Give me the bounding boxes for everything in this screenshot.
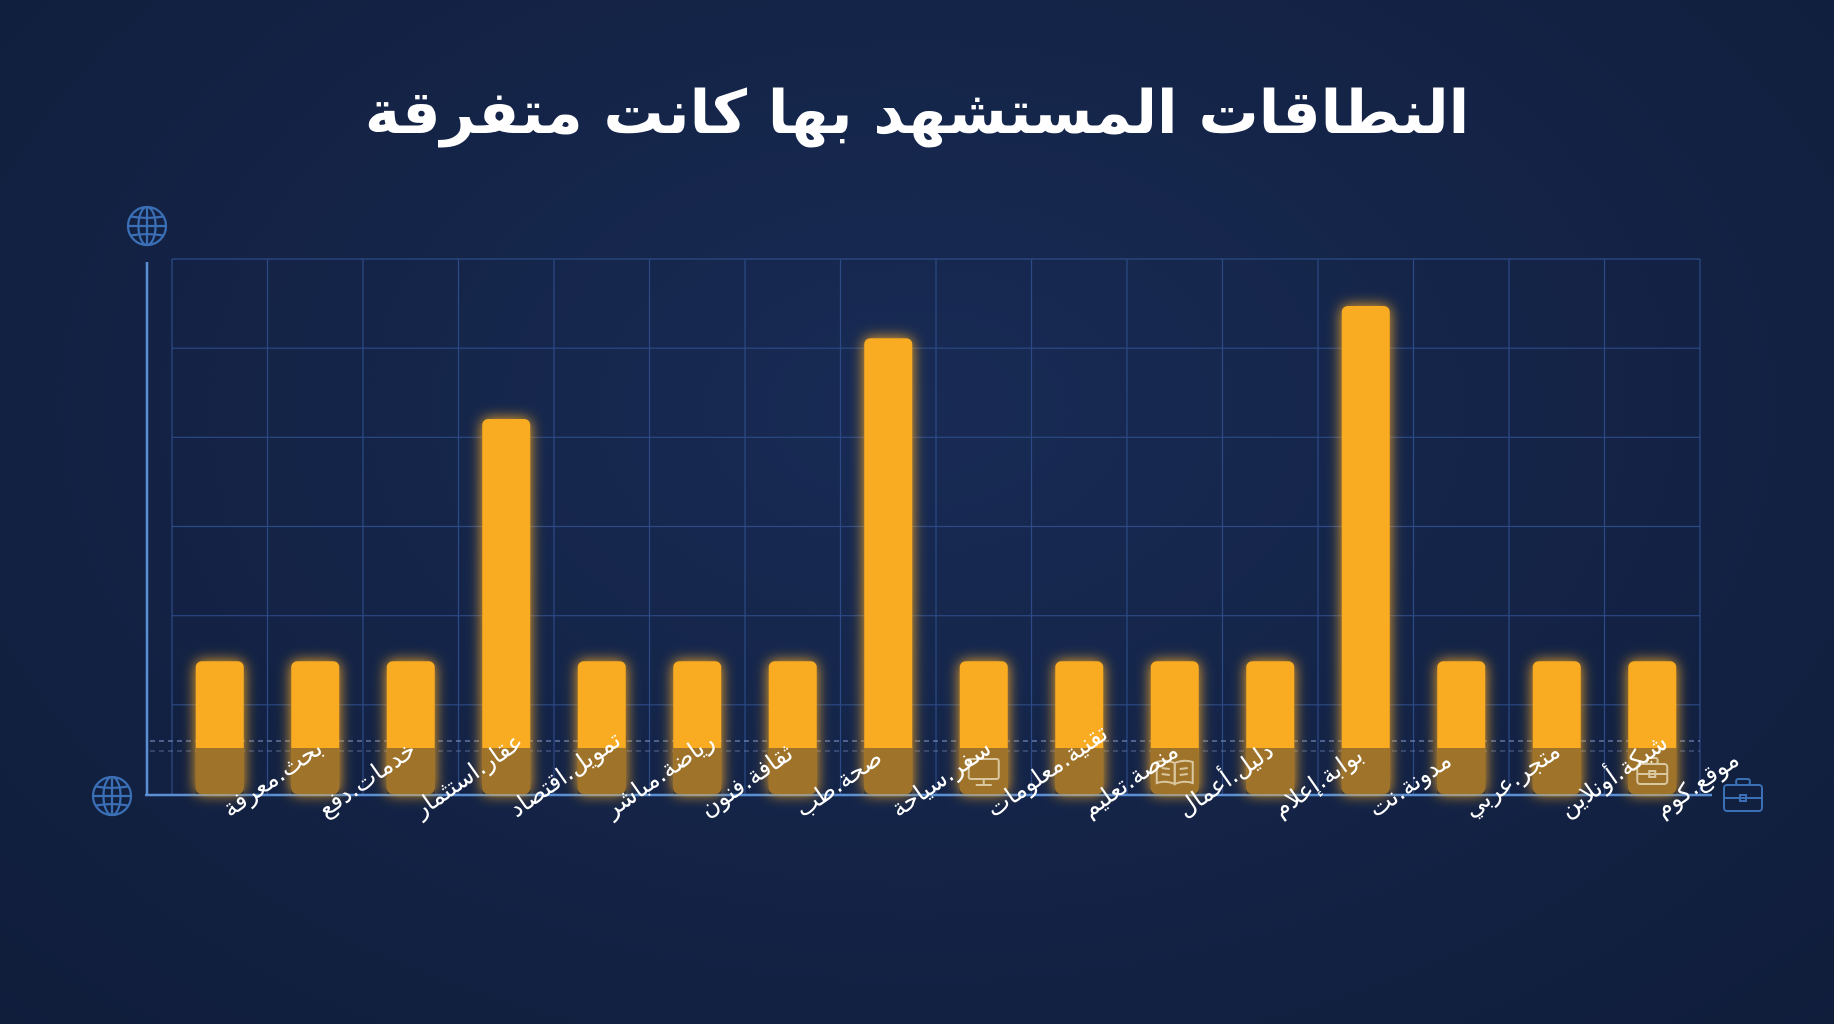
monitor-icon [967, 758, 1000, 786]
bar-fill [577, 661, 626, 794]
bar [1341, 306, 1390, 794]
bar-fill [1341, 306, 1390, 794]
bars [195, 306, 1677, 794]
briefcase-icon [1723, 778, 1763, 812]
bar-fill [1437, 661, 1486, 794]
bar-fill [386, 661, 435, 794]
bar-lower-shade [1055, 748, 1104, 794]
bar [577, 661, 626, 794]
bar [1532, 661, 1581, 794]
bar-fill [482, 419, 531, 794]
bar-lower-shade [1246, 748, 1295, 794]
bar-lower-shade [386, 748, 435, 794]
bar [1437, 661, 1486, 794]
axes [145, 262, 1712, 797]
bar-lower-shade [864, 748, 913, 794]
bar-fill [291, 661, 340, 794]
bar-lower-shade [195, 748, 244, 794]
bar [482, 419, 531, 794]
bar [1246, 661, 1295, 794]
globe-icon [126, 205, 168, 247]
bar-fill [1532, 661, 1581, 794]
icons [91, 205, 1763, 817]
bar-lower-shade [291, 748, 340, 794]
bar [291, 661, 340, 794]
bar-lower-shade [482, 748, 531, 794]
bar-fill [768, 661, 817, 794]
bar [768, 661, 817, 794]
bar-lower-shade [577, 748, 626, 794]
bar [864, 338, 913, 794]
bar [386, 661, 435, 794]
globe-icon [91, 775, 133, 817]
bar-lower-shade [1341, 748, 1390, 794]
bar-fill [1246, 661, 1295, 794]
book-icon [1155, 759, 1194, 786]
grid [150, 258, 1701, 794]
bar-fill [864, 338, 913, 794]
bar [673, 661, 722, 794]
bar-fill [1055, 661, 1104, 794]
bar-fill [673, 661, 722, 794]
bar-fill [195, 661, 244, 794]
bar-lower-shade [768, 748, 817, 794]
bar-fill [959, 661, 1008, 794]
bar-fill [1628, 661, 1677, 794]
bar-lower-shade [673, 748, 722, 794]
bar-lower-shade [1532, 748, 1581, 794]
chart-title: النطاقات المستشهد بها كانت متفرقة [364, 78, 1470, 148]
bar [1055, 661, 1104, 794]
bar [195, 661, 244, 794]
briefcase-icon [1636, 757, 1669, 785]
bar-lower-shade [1437, 748, 1486, 794]
